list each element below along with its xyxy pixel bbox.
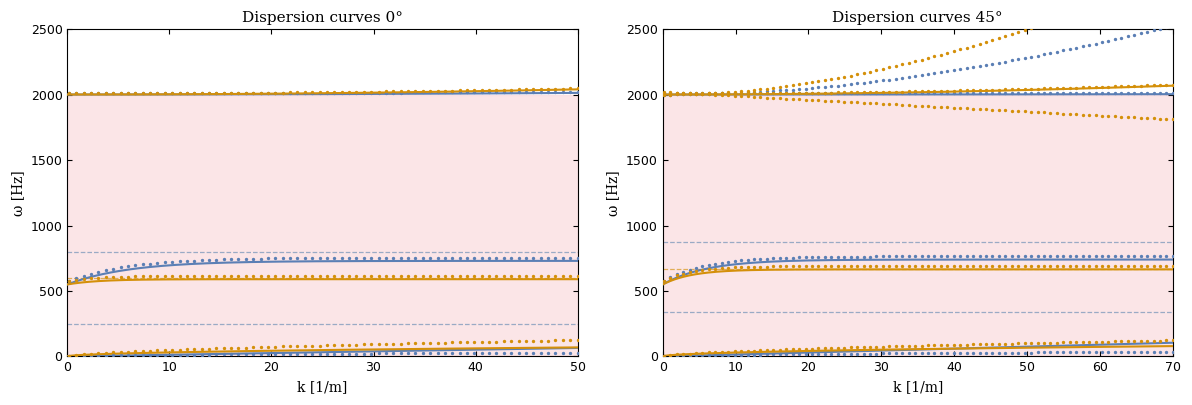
Title: Dispersion curves 45°: Dispersion curves 45° [832,11,1004,25]
Bar [68,94,578,356]
Y-axis label: ω [Hz]: ω [Hz] [11,170,25,215]
X-axis label: k [1/m]: k [1/m] [893,380,943,394]
X-axis label: k [1/m]: k [1/m] [297,380,348,394]
Title: Dispersion curves 0°: Dispersion curves 0° [242,11,403,25]
Bar [663,94,1173,356]
Y-axis label: ω [Hz]: ω [Hz] [607,170,620,215]
